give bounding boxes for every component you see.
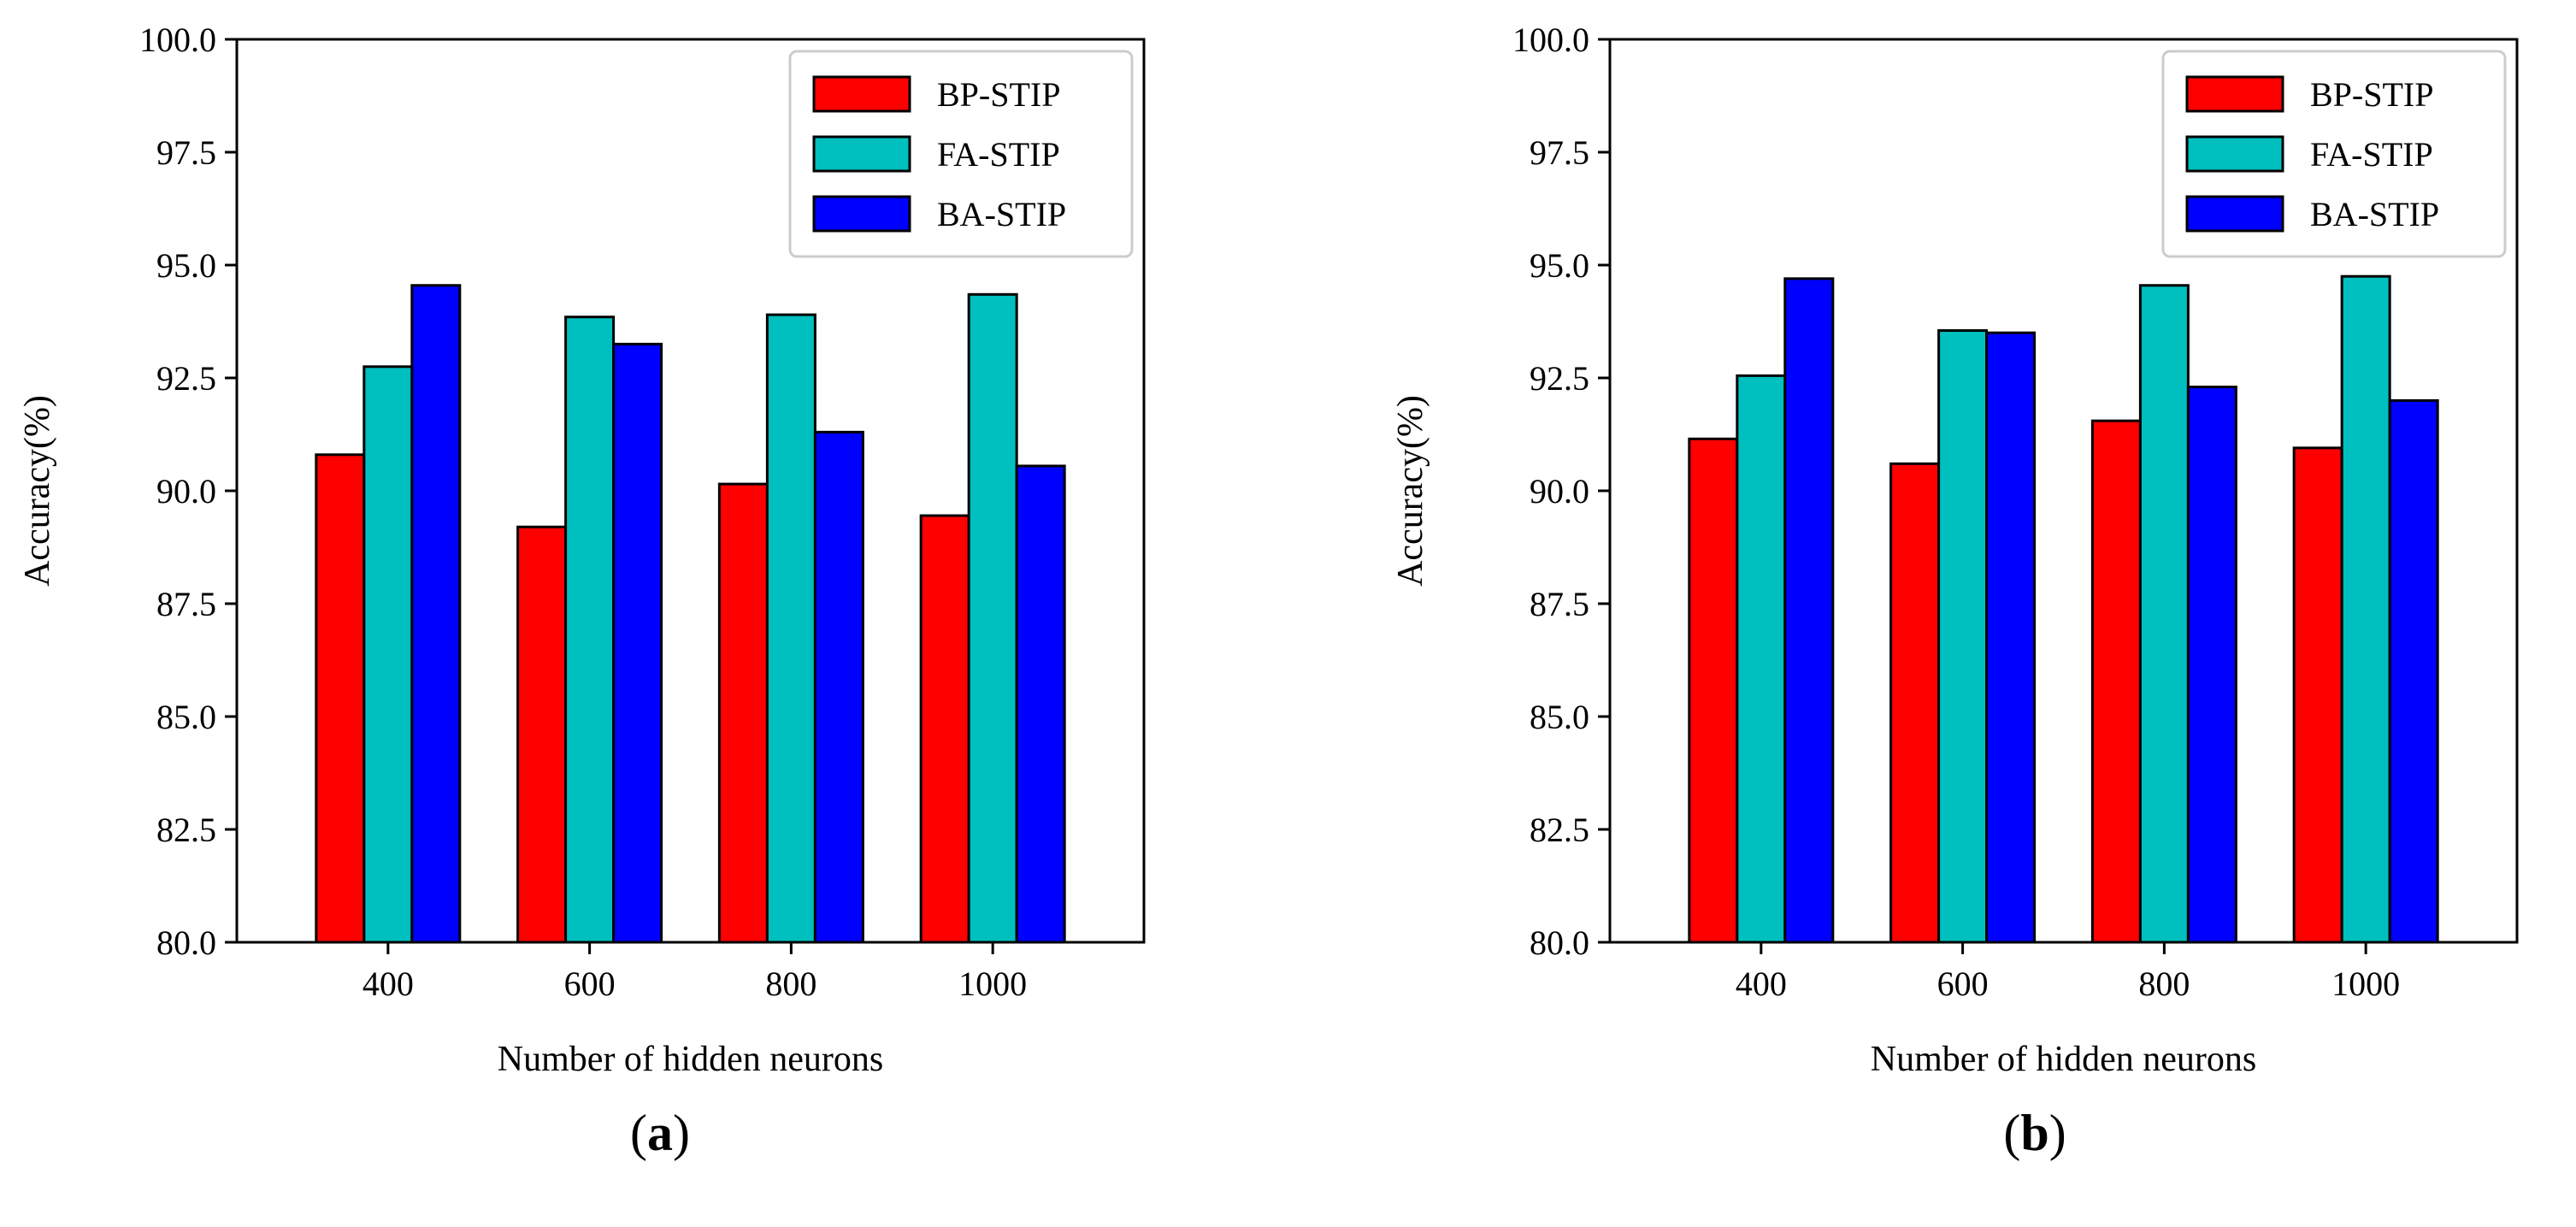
bar-bp-stip-800: [2090, 419, 2142, 944]
bar-ba-stip-400: [1783, 277, 1835, 944]
bar-ba-stip-1000: [2388, 398, 2439, 944]
panel-caption: (b): [2003, 1105, 2066, 1161]
bar-ba-stip-400: [410, 284, 462, 944]
legend-label-ba-stip: BA-STIP: [937, 195, 1066, 233]
caption-paren-open: (: [630, 1105, 647, 1161]
caption-paren-close: ): [673, 1105, 690, 1161]
x-tick-label: 600: [564, 964, 616, 1003]
legend-label-bp-stip: BP-STIP: [937, 75, 1061, 114]
y-tick-label: 100.0: [139, 21, 216, 59]
bar-fa-stip-600: [1937, 329, 1989, 944]
caption-letter: a: [647, 1105, 673, 1161]
chart-panel-a: 400 600 800 1000 80.0 82.5 85.0 87.5 90.0 92.5 95.…: [18, 21, 1146, 1161]
caption-paren-close: ): [2049, 1105, 2066, 1161]
legend-swatch-fa-stip: [812, 135, 911, 173]
legend: BP-STIP FA-STIP BA-STIP: [2161, 50, 2507, 258]
bar-ba-stip-1000: [1015, 464, 1066, 944]
y-tick-label: 82.5: [1530, 811, 1589, 849]
bar-fa-stip-1000: [2340, 274, 2391, 944]
x-tick-label: 400: [363, 964, 414, 1003]
bar-bp-stip-1000: [2292, 446, 2343, 944]
chart-panel-b: 400 600 800 1000 80.0 82.5 85.0 87.5 90.0 92.5 95.…: [1391, 21, 2519, 1161]
y-tick-label: 85.0: [1530, 698, 1589, 736]
y-tick-label: 92.5: [1530, 359, 1589, 398]
x-tick-label: 800: [765, 964, 816, 1003]
x-tick-label: 400: [1736, 964, 1787, 1003]
bars-group: [1688, 274, 2439, 944]
x-tick-label: 600: [1937, 964, 1989, 1003]
y-axis-title: Accuracy(%): [1391, 395, 1430, 587]
y-tick-label: 95.0: [156, 246, 216, 285]
bar-bp-stip-600: [1889, 462, 1941, 944]
x-tick-label: 1000: [2331, 964, 2400, 1003]
y-tick-label: 97.5: [1530, 133, 1589, 172]
y-tick-label: 85.0: [156, 698, 216, 736]
caption-paren-open: (: [2003, 1105, 2020, 1161]
y-tick-label: 100.0: [1512, 21, 1589, 59]
legend: BP-STIP FA-STIP BA-STIP: [788, 50, 1134, 258]
x-axis-title: Number of hidden neurons: [498, 1040, 883, 1079]
bar-fa-stip-1000: [967, 292, 1018, 944]
bar-fa-stip-600: [564, 316, 616, 944]
x-tick-label: 800: [2138, 964, 2190, 1003]
y-tick-label: 90.0: [156, 472, 216, 510]
legend-swatch-bp-stip: [2185, 75, 2284, 113]
bar-bp-stip-800: [717, 482, 769, 944]
y-tick-label: 95.0: [1530, 246, 1589, 285]
bar-ba-stip-800: [2186, 386, 2237, 944]
y-tick-label: 80.0: [1530, 923, 1589, 962]
y-tick-label: 82.5: [156, 811, 216, 849]
legend-label-fa-stip: FA-STIP: [937, 135, 1060, 174]
y-tick-label: 97.5: [156, 133, 216, 172]
y-tick-label: 90.0: [1530, 472, 1589, 510]
legend-label-bp-stip: BP-STIP: [2310, 75, 2434, 114]
x-tick-label: 1000: [958, 964, 1027, 1003]
plot-frame: [1608, 38, 2519, 944]
bar-bp-stip-400: [315, 453, 366, 944]
plot-frame: [235, 38, 1146, 944]
bar-bp-stip-1000: [919, 514, 970, 944]
bar-ba-stip-600: [612, 342, 663, 944]
legend-swatch-fa-stip: [2185, 135, 2284, 173]
legend-label-fa-stip: FA-STIP: [2310, 135, 2433, 174]
legend-swatch-ba-stip: [2185, 195, 2284, 233]
caption-letter: b: [2020, 1105, 2048, 1161]
bar-bp-stip-600: [516, 525, 568, 944]
y-tick-label: 87.5: [156, 585, 216, 623]
bar-fa-stip-800: [2138, 284, 2190, 944]
bars-group: [315, 284, 1066, 944]
bar-bp-stip-400: [1688, 437, 1739, 944]
x-axis-title: Number of hidden neurons: [1871, 1040, 2256, 1079]
legend-swatch-ba-stip: [812, 195, 911, 233]
y-tick-label: 87.5: [1530, 585, 1589, 623]
y-axis-title: Accuracy(%): [18, 395, 57, 587]
y-tick-label: 80.0: [156, 923, 216, 962]
bar-fa-stip-800: [765, 313, 816, 944]
panel-caption: (a): [630, 1105, 690, 1161]
bar-ba-stip-600: [1985, 331, 2037, 944]
bar-fa-stip-400: [1736, 374, 1787, 944]
legend-label-ba-stip: BA-STIP: [2310, 195, 2439, 233]
y-tick-label: 92.5: [156, 359, 216, 398]
bar-fa-stip-400: [363, 365, 414, 944]
legend-swatch-bp-stip: [812, 75, 911, 113]
bar-ba-stip-800: [813, 430, 864, 944]
